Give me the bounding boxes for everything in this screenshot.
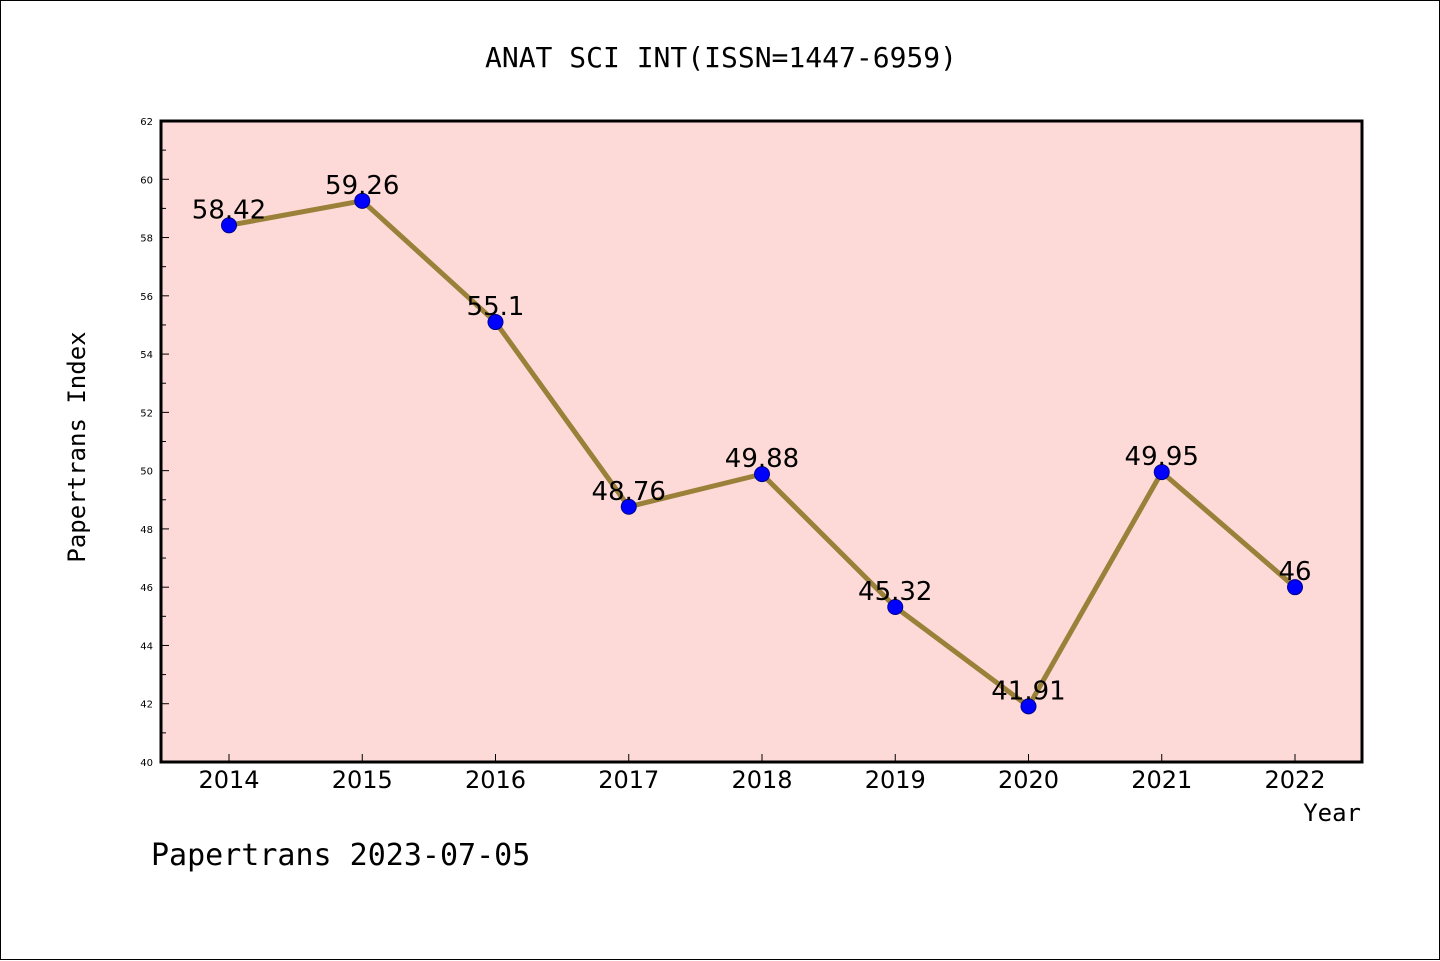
data-point: [620, 498, 637, 515]
y-tick-label: 46: [140, 583, 153, 594]
x-tick-label: 2018: [731, 766, 792, 794]
data-point: [754, 466, 770, 483]
x-tick-label: 2014: [198, 766, 259, 794]
y-tick-label: 54: [140, 350, 153, 361]
data-point: [487, 314, 504, 331]
data-point: [1287, 579, 1303, 596]
data-label: 49.88: [725, 444, 799, 474]
data-label: 45.32: [858, 577, 932, 607]
y-tick-label: 62: [140, 117, 153, 128]
data-point: [1020, 698, 1037, 715]
x-axis-title: Year: [1303, 799, 1361, 827]
plot-area: [161, 121, 1362, 762]
y-tick-label: 48: [140, 525, 153, 536]
data-point: [354, 192, 371, 209]
data-label: 59.26: [325, 171, 399, 201]
data-point: [887, 598, 904, 615]
x-axis: 2014 2015 2016 2017 2018 2019 2020 2021 2022: [198, 754, 1326, 794]
y-tick-label: 52: [140, 408, 153, 419]
x-tick-label: 2021: [1131, 766, 1192, 794]
x-tick-label: 2022: [1264, 766, 1325, 794]
footer-date: Papertrans 2023-07-05: [151, 838, 530, 873]
data-label: 48.76: [592, 477, 666, 507]
data-label: 58.42: [192, 195, 266, 225]
x-tick-label: 2019: [865, 766, 926, 794]
y-tick-label: 40: [140, 758, 153, 769]
data-point: [221, 217, 237, 234]
y-tick-label: 50: [140, 467, 153, 478]
x-tick-label: 2015: [332, 766, 393, 794]
x-tick-label: 2016: [465, 766, 526, 794]
plot-frame: [159, 119, 1364, 764]
data-point: [1153, 464, 1170, 481]
x-tick-label: 2020: [998, 766, 1059, 794]
data-label: 41.91: [991, 676, 1065, 706]
data-label: 46: [1278, 557, 1311, 587]
chart-title: ANAT SCI INT(ISSN=1447-6959): [485, 41, 957, 74]
y-axis-title: Papertrans Index: [63, 331, 91, 562]
y-tick-label: 44: [140, 641, 153, 652]
y-tick-label: 58: [140, 234, 153, 245]
data-label: 49.95: [1125, 442, 1199, 472]
series-line-group: 58.42 59.26 55.1 48.76 49.88 45.32 41.91 49.95 4…: [192, 171, 1312, 715]
y-tick-label: 56: [140, 292, 153, 303]
data-label: 55.1: [467, 292, 525, 322]
y-tick-label: 42: [140, 700, 153, 711]
y-tick-label: 60: [140, 175, 153, 186]
x-tick-label: 2017: [598, 766, 659, 794]
